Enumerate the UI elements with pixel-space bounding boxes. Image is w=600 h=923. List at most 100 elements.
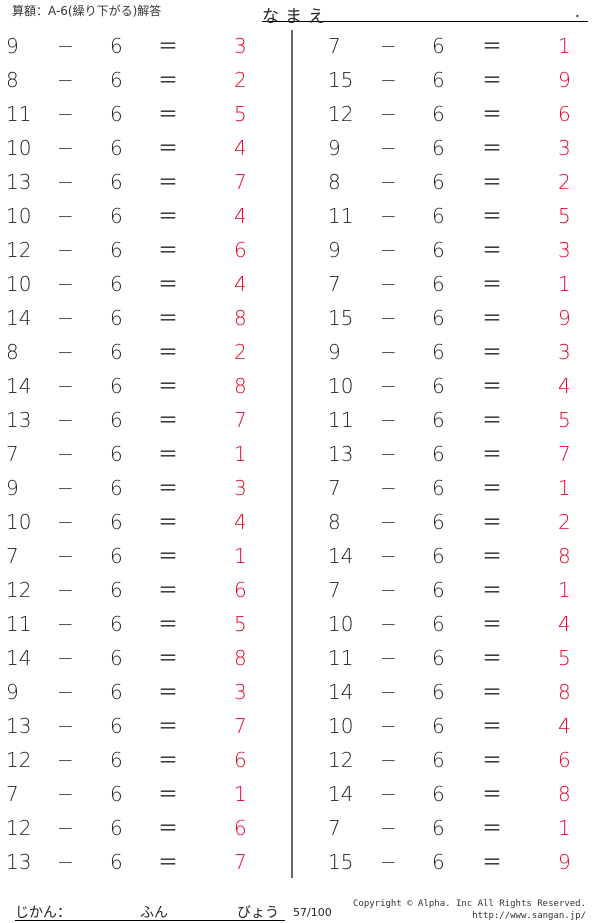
answer: 6 — [234, 816, 247, 840]
operand-a: 12 — [6, 238, 32, 262]
operand-b: 6 — [110, 510, 123, 534]
answer: 4 — [234, 136, 247, 160]
minus-sign: − — [57, 544, 74, 568]
minus-sign: − — [380, 850, 397, 874]
equals-sign: ＝ — [482, 238, 502, 262]
answer: 3 — [234, 34, 247, 58]
operand-b: 6 — [110, 170, 123, 194]
minus-sign: − — [380, 510, 397, 534]
operand-a: 12 — [6, 748, 32, 772]
operand-a: 12 — [328, 102, 354, 126]
operand-b: 6 — [432, 748, 445, 772]
minus-sign: − — [57, 68, 74, 92]
operand-a: 15 — [328, 850, 354, 874]
operand-b: 6 — [110, 612, 123, 636]
answer: 8 — [234, 306, 247, 330]
operand-a: 13 — [6, 170, 32, 194]
answer: 8 — [558, 782, 571, 806]
equals-sign: ＝ — [158, 204, 178, 228]
equals-sign: ＝ — [158, 170, 178, 194]
operand-a: 14 — [328, 680, 354, 704]
minus-sign: − — [380, 272, 397, 296]
answer: 2 — [558, 170, 571, 194]
equals-sign: ＝ — [482, 34, 502, 58]
operand-b: 6 — [110, 442, 123, 466]
equals-sign: ＝ — [158, 850, 178, 874]
minus-sign: − — [57, 476, 74, 500]
equals-sign: ＝ — [158, 646, 178, 670]
equals-sign: ＝ — [158, 816, 178, 840]
operand-a: 9 — [328, 340, 341, 364]
equals-sign: ＝ — [158, 136, 178, 160]
column-divider — [291, 30, 293, 878]
answer: 4 — [234, 204, 247, 228]
equals-sign: ＝ — [158, 714, 178, 738]
equals-sign: ＝ — [482, 850, 502, 874]
answer: 3 — [234, 680, 247, 704]
operand-a: 10 — [328, 612, 354, 636]
minutes-label: ふん — [140, 905, 168, 921]
minus-sign: − — [57, 204, 74, 228]
minus-sign: − — [57, 578, 74, 602]
problem-row: 7 − 6 ＝ 1 — [0, 541, 600, 571]
minus-sign: − — [57, 306, 74, 330]
operand-b: 6 — [432, 68, 445, 92]
minus-sign: − — [380, 578, 397, 602]
minus-sign: − — [57, 272, 74, 296]
minus-sign: − — [380, 782, 397, 806]
operand-b: 6 — [432, 442, 445, 466]
answer: 5 — [234, 102, 247, 126]
equals-sign: ＝ — [482, 170, 502, 194]
minus-sign: − — [380, 714, 397, 738]
problem-row: 12 − 6 ＝ 6 — [0, 575, 600, 605]
operand-b: 6 — [432, 170, 445, 194]
answer: 9 — [558, 68, 571, 92]
problem-row: 7 − 6 ＝ 1 — [0, 779, 600, 809]
operand-b: 6 — [110, 306, 123, 330]
problem-row: 13 − 6 ＝ 7 — [0, 439, 600, 469]
answer: 1 — [558, 34, 571, 58]
operand-a: 7 — [328, 476, 341, 500]
site-url: http://www.sangan.jp/ — [472, 911, 586, 921]
equals-sign: ＝ — [482, 612, 502, 636]
operand-b: 6 — [110, 34, 123, 58]
worksheet-title: 算額：A-6(繰り下がる)解答 — [12, 4, 162, 18]
operand-b: 6 — [432, 102, 445, 126]
equals-sign: ＝ — [158, 680, 178, 704]
equals-sign: ＝ — [482, 204, 502, 228]
minus-sign: − — [57, 408, 74, 432]
minus-sign: − — [380, 374, 397, 398]
answer: 1 — [234, 442, 247, 466]
operand-a: 11 — [6, 102, 32, 126]
operand-b: 6 — [110, 714, 123, 738]
minus-sign: − — [380, 204, 397, 228]
problem-row: 12 − 6 ＝ 6 — [0, 235, 600, 265]
minus-sign: − — [380, 476, 397, 500]
equals-sign: ＝ — [482, 442, 502, 466]
equals-sign: ＝ — [482, 374, 502, 398]
operand-b: 6 — [432, 782, 445, 806]
minus-sign: − — [380, 442, 397, 466]
minus-sign: − — [57, 442, 74, 466]
operand-b: 6 — [432, 816, 445, 840]
problem-row: 14 − 6 ＝ 8 — [0, 779, 600, 809]
minus-sign: − — [380, 408, 397, 432]
operand-b: 6 — [432, 34, 445, 58]
problem-row: 7 − 6 ＝ 1 — [0, 473, 600, 503]
answer: 7 — [234, 714, 247, 738]
problem-row: 7 − 6 ＝ 1 — [0, 813, 600, 843]
minus-sign: − — [57, 680, 74, 704]
operand-b: 6 — [110, 544, 123, 568]
score: 57/100 — [293, 906, 332, 919]
operand-b: 6 — [110, 374, 123, 398]
answer: 8 — [234, 646, 247, 670]
answer: 2 — [234, 340, 247, 364]
operand-b: 6 — [110, 102, 123, 126]
answer: 6 — [234, 578, 247, 602]
problem-row: 8 − 6 ＝ 2 — [0, 167, 600, 197]
operand-b: 6 — [432, 340, 445, 364]
problem-row: 10 − 6 ＝ 4 — [0, 507, 600, 537]
answer: 3 — [558, 238, 571, 262]
operand-b: 6 — [110, 850, 123, 874]
